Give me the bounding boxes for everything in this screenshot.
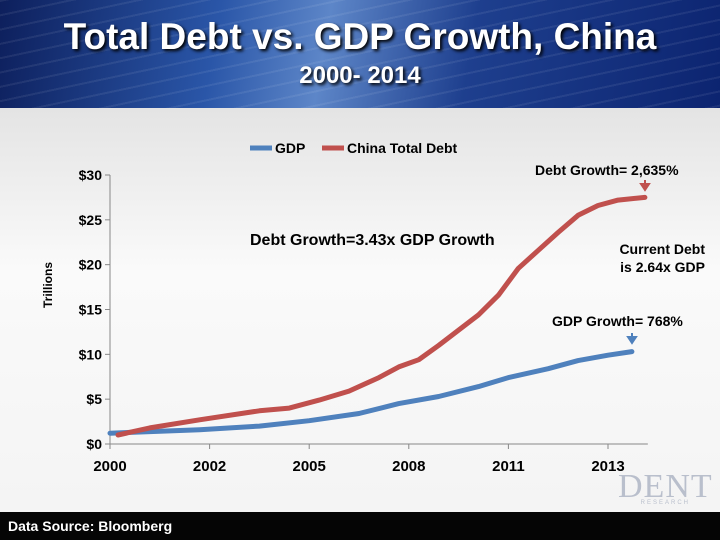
- y-tick-label: $20: [79, 257, 103, 273]
- data-source: Data Source: Bloomberg: [8, 518, 173, 534]
- debt-series-line: [115, 194, 648, 438]
- chart-area: [0, 108, 720, 512]
- y-tick-label: $15: [79, 302, 103, 318]
- x-tick-label: 2011: [492, 458, 525, 475]
- y-axis-label: Trillions: [41, 262, 55, 308]
- dent-research-logo: DENT RESEARCH: [618, 468, 713, 506]
- annotation-current-debt-1: Current Debt: [619, 241, 705, 257]
- debt-arrow-icon: [639, 180, 651, 192]
- annotation-gdp-growth: GDP Growth= 768%: [552, 313, 683, 329]
- legend-debt-label: China Total Debt: [347, 140, 458, 156]
- x-tick-label: 2008: [392, 458, 425, 475]
- x-tick-label: 2002: [193, 458, 226, 475]
- y-tick-label: $30: [79, 167, 103, 183]
- annotation-debt-growth: Debt Growth= 2,635%: [535, 162, 679, 178]
- legend: GDP China Total Debt: [250, 140, 458, 156]
- y-tick-label: $0: [86, 436, 102, 452]
- x-tick-label: 2000: [93, 458, 126, 475]
- legend-gdp-label: GDP: [275, 140, 305, 156]
- slide-title: Total Debt vs. GDP Growth, China: [63, 16, 657, 57]
- annotation-debt-ratio: Debt Growth=3.43x GDP Growth: [250, 232, 495, 249]
- y-tick-label: $10: [79, 346, 103, 362]
- x-tick-label: 2005: [293, 458, 326, 475]
- y-tick-label: $25: [79, 212, 103, 228]
- gdp-series-line: [107, 349, 635, 436]
- slide-subtitle: 2000- 2014: [299, 62, 421, 89]
- header-banner: Total Debt vs. GDP Growth, China 2000- 2…: [0, 0, 720, 108]
- y-tick-label: $5: [86, 391, 102, 407]
- x-tick-label: 2013: [591, 458, 624, 475]
- annotation-current-debt-2: is 2.64x GDP: [620, 259, 705, 275]
- gdp-arrow-icon: [626, 333, 638, 345]
- footer: Data Source: Bloomberg: [0, 512, 720, 540]
